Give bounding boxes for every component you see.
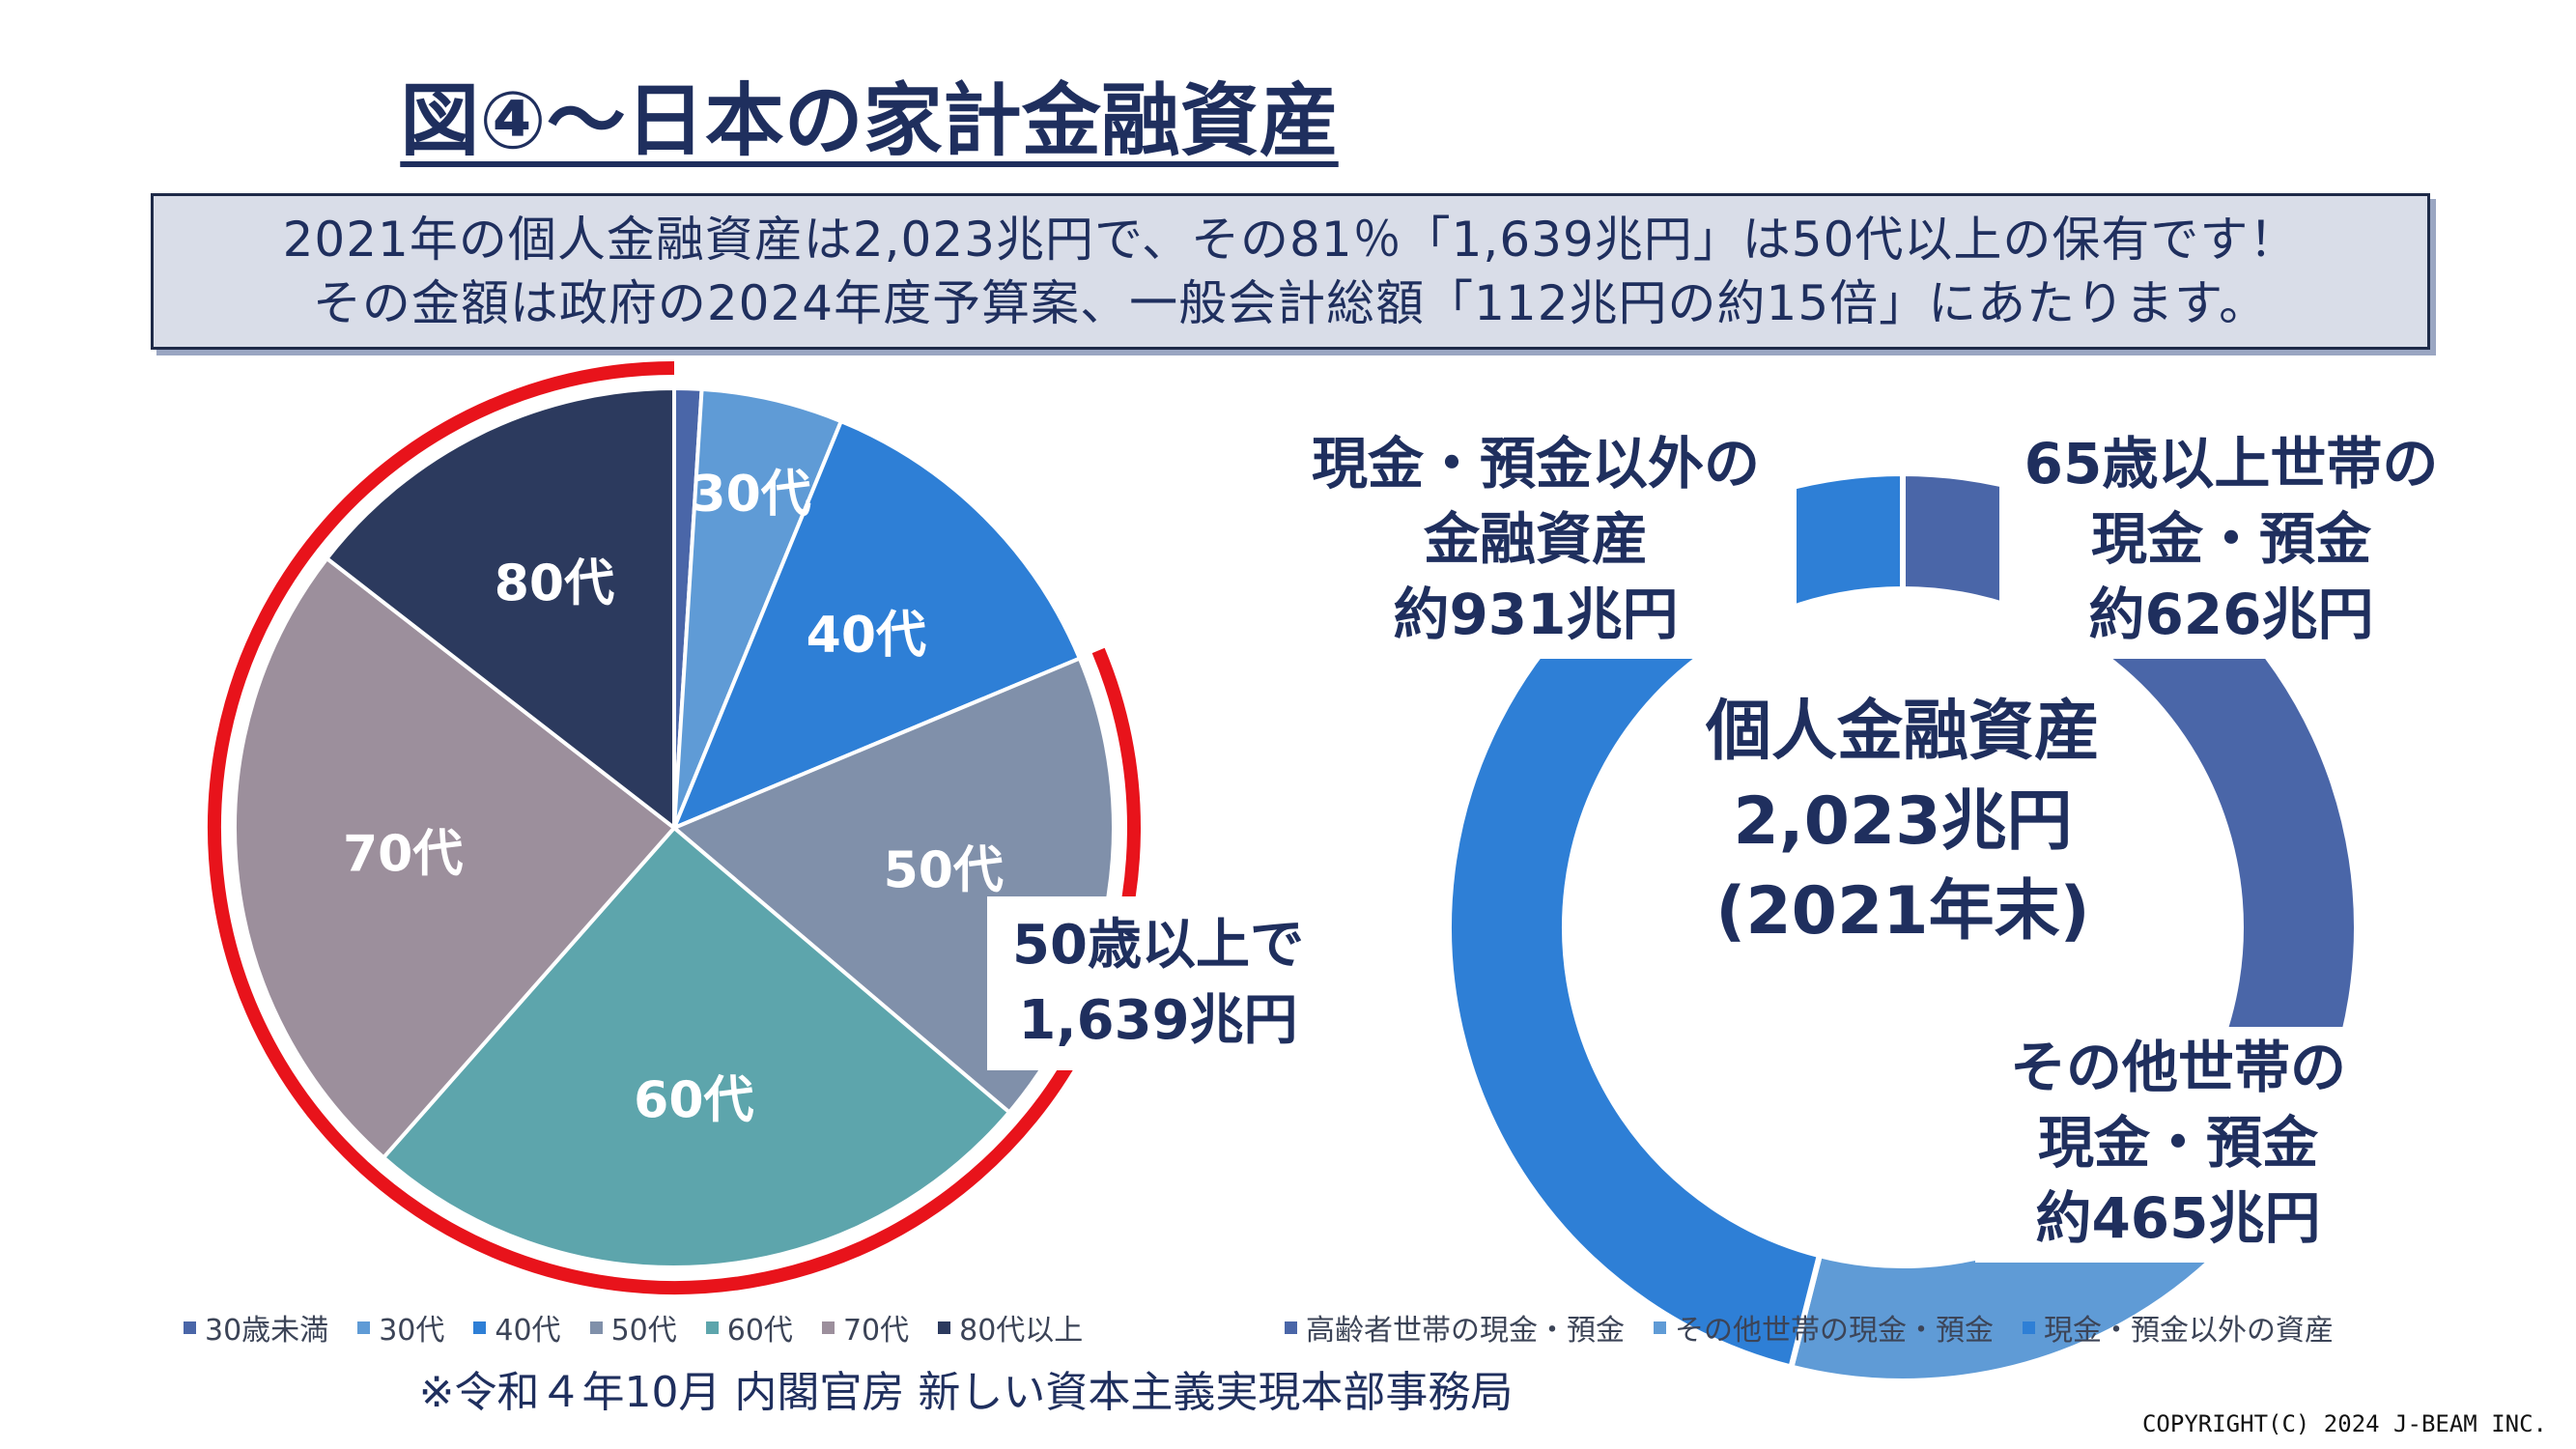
legend-item: 30代 [357,1306,444,1349]
legend-swatch [589,1321,603,1334]
donut-center-label: 2,023兆円 [1733,783,2072,860]
legend-label: 30代 [379,1314,445,1348]
pie-slice-label: 40代 [807,607,926,665]
page-title: 図④～日本の家計金融資産 [400,75,1339,167]
copyright: COPYRIGHT(C) 2024 J-BEAM INC. [2141,1410,2547,1437]
summary-line-2: その金額は政府の2024年度予算案、一般会計総額「112兆円の約15倍」にあたり… [312,275,2269,331]
legend-swatch [938,1321,951,1334]
summary-box: 2021年の個人金融資産は2,023兆円で、その81％「1,639兆円」は50代… [151,193,2430,350]
pie-slice-label: 30代 [691,466,810,524]
pie-slice-label: 50代 [884,841,1004,899]
summary-line-1: 2021年の個人金融資産は2,023兆円で、その81％「1,639兆円」は50代… [282,212,2299,268]
legend-label: その他世帯の現金・預金 [1675,1314,1994,1348]
pie-slice [324,385,676,833]
legend-swatch [2023,1321,2035,1334]
donut-segment-label: 約626兆円 [2088,582,2373,647]
legend-swatch [357,1321,371,1334]
legend-item: その他世帯の現金・預金 [1654,1306,1994,1349]
donut-segment-label: 約465兆円 [2035,1185,2320,1251]
legend-label: 40代 [495,1314,561,1348]
pie-slice-label: 60代 [634,1071,753,1129]
legend-label: 70代 [842,1314,910,1348]
pie-slice-label: 70代 [343,826,463,884]
legend-item: 50代 [589,1306,677,1349]
legend-label: 30歳未満 [205,1314,329,1348]
legend-swatch [705,1321,719,1334]
donut-segment-label: 現金・預金 [2038,1110,2319,1176]
donut-segment-label: 65歳以上世帯の [2024,431,2439,497]
donut-label-bg [1275,423,1797,659]
donut-label-bg [1999,423,2463,659]
legend-label: 50代 [610,1314,677,1348]
donut-label-bg [1975,1027,2381,1263]
pie-slice-label: 80代 [495,555,614,613]
annotation-line: 1,639兆円 [1018,989,1298,1052]
donut-segment-label: 金融資産 [1424,506,1648,572]
legend-swatch [184,1321,196,1334]
legend-label: 高齢者世帯の現金・預金 [1306,1314,1625,1348]
pie-legend: 30歳未満 30代 40代 50代 60代 70代 80代以上 [184,1306,1112,1349]
donut-segment-label: 現金・預金 [2091,506,2372,572]
legend-label: 80代以上 [959,1314,1084,1348]
legend-item: 80代以上 [938,1306,1083,1349]
donut-segment-label: 現金・預金以外の [1312,431,1760,497]
legend-label: 現金・預金以外の資産 [2044,1314,2334,1348]
donut-segment [1446,469,1906,1372]
donut-center-label: (2021年末) [1715,873,2089,950]
pie-slice [233,555,677,1161]
legend-swatch [821,1321,835,1334]
legend-swatch [473,1321,487,1334]
donut-legend: 高齢者世帯の現金・預金 その他世帯の現金・預金 現金・預金以外の資産 [1285,1306,2363,1349]
legend-item: 現金・預金以外の資産 [2023,1306,2334,1349]
legend-item: 高齢者世帯の現金・預金 [1285,1306,1625,1349]
donut-segment-label: その他世帯の [2010,1035,2346,1100]
legend-item: 60代 [705,1306,793,1349]
pie-slice [381,825,1012,1269]
legend-item: 70代 [821,1306,910,1349]
source-note: ※令和４年10月 内閣官房 新しい資本主義実現本部事務局 [418,1368,1514,1417]
legend-label: 60代 [726,1314,793,1348]
donut-segment-label: 約931兆円 [1393,582,1678,647]
pie-slice [672,386,844,829]
annotation-line: 50歳以上で [1012,914,1304,977]
donut-center-label: 個人金融資産 [1705,694,2100,770]
legend-swatch [1285,1321,1297,1334]
legend-item: 30歳未満 [184,1306,328,1349]
annotation-box: 50歳以上で 1,639兆円 [987,896,1329,1070]
legend-swatch [1654,1321,1666,1334]
legend-item: 40代 [473,1306,561,1349]
pie-slice [670,418,1083,832]
